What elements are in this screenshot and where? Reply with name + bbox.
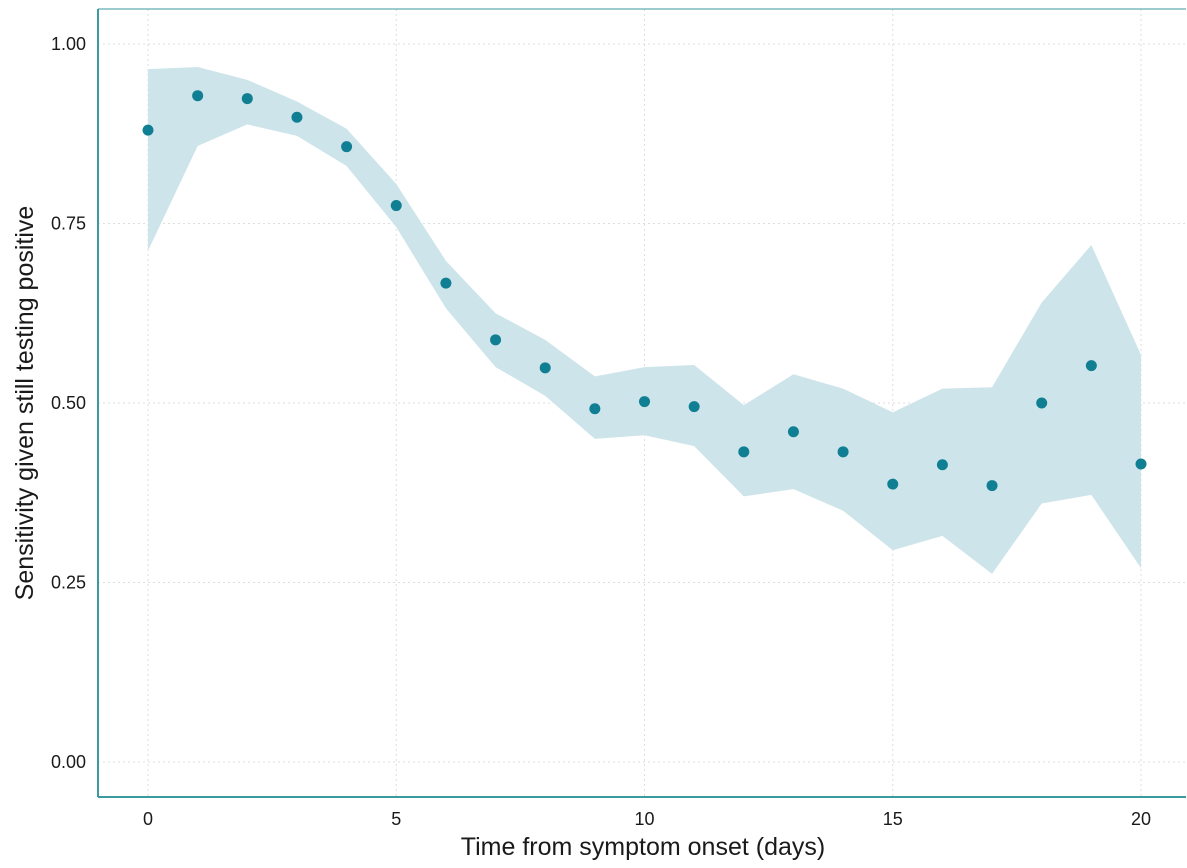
data-point	[241, 93, 253, 105]
x-tick-label: 10	[634, 809, 654, 829]
data-point	[291, 111, 303, 123]
x-tick-label: 5	[391, 809, 401, 829]
data-point	[936, 459, 948, 471]
data-point	[1135, 458, 1147, 470]
data-point	[390, 200, 402, 212]
y-tick-label: 0.50	[51, 393, 86, 413]
data-point	[589, 403, 601, 415]
y-axis-label: Sensitivity given still testing positive	[11, 206, 39, 601]
confidence-ribbon	[148, 66, 1141, 574]
data-point	[490, 334, 502, 346]
data-point	[787, 426, 799, 438]
data-point	[837, 446, 849, 458]
tick-layer: 0 5 10 15 20 0.00 0.25 0.50 0.75 1.00	[51, 34, 1151, 829]
x-tick-label: 20	[1131, 809, 1151, 829]
data-point	[639, 396, 650, 408]
ribbon-layer	[148, 66, 1141, 574]
data-point	[539, 362, 551, 374]
data-point	[1085, 360, 1097, 372]
data-point	[986, 480, 998, 492]
data-point	[142, 124, 154, 136]
x-tick-label: 15	[883, 809, 903, 829]
data-point	[192, 90, 204, 102]
y-tick-label: 0.75	[51, 214, 86, 234]
data-point	[1036, 397, 1048, 409]
y-tick-label: 0.00	[51, 752, 86, 772]
y-tick-label: 1.00	[51, 34, 86, 54]
data-point	[887, 478, 899, 490]
data-point	[688, 401, 700, 413]
points-layer	[142, 90, 1147, 492]
data-point	[341, 141, 353, 153]
data-point	[738, 446, 750, 458]
axis-layer	[97, 8, 1186, 798]
y-tick-label: 0.25	[51, 573, 86, 593]
x-tick-label: 0	[143, 809, 153, 829]
x-axis-label: Time from symptom onset (days)	[461, 833, 825, 861]
data-point	[440, 277, 452, 289]
